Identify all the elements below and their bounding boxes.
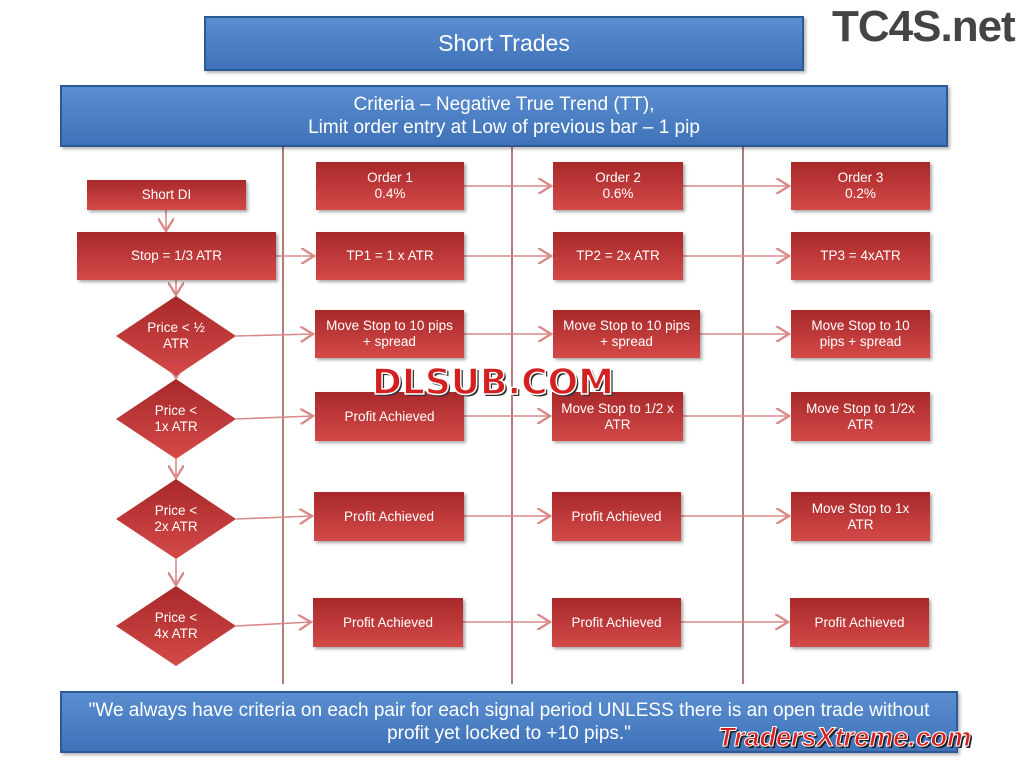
diamond-shape: [116, 586, 236, 666]
diamond-shape: [116, 379, 236, 459]
page-title: Short Trades: [204, 16, 804, 71]
diamond-label: Price < 2x ATR: [154, 503, 198, 534]
arrows: [166, 186, 789, 626]
criteria-line-2: Limit order entry at Low of previous bar…: [308, 117, 700, 138]
criteria-banner: Criteria – Negative True Trend (TT), Lim…: [60, 85, 948, 147]
order-3-step: Move Stop to 1/2x ATR: [791, 392, 930, 441]
short-di-box: Short DI: [87, 180, 246, 210]
order-1-step: Move Stop to 10 pips + spread: [315, 310, 464, 358]
diamond-shape: [116, 479, 236, 559]
watermark-dlsub: DLSUB.COM: [371, 361, 614, 404]
diamond-shape: [116, 296, 236, 376]
order-1-header: Order 1 0.4%: [316, 162, 464, 210]
order-2-header: Order 2 0.6%: [553, 162, 683, 210]
criteria-line-1: Criteria – Negative True Trend (TT),: [353, 94, 655, 115]
stop-box: Stop = 1/3 ATR: [77, 232, 276, 280]
order-2-step: Move Stop to 1/2 x ATR: [552, 392, 683, 441]
diamond-label: Price < 1x ATR: [154, 403, 198, 434]
order-3-tp: TP3 = 4xATR: [791, 232, 930, 280]
order-3-step: Move Stop to 1x ATR: [791, 492, 930, 541]
logo: TC4S.net: [832, 2, 1016, 51]
diamond-label: Price < 4x ATR: [154, 610, 198, 641]
order-1-step: Profit Achieved: [314, 492, 464, 541]
order-3-step: Profit Achieved: [790, 598, 929, 647]
order-3-header: Order 3 0.2%: [791, 162, 930, 210]
order-2-tp: TP2 = 2x ATR: [553, 232, 683, 280]
column-dividers: [282, 146, 744, 684]
order-3-step: Move Stop to 10 pips + spread: [791, 310, 930, 358]
footer-quote: "We always have criteria on each pair fo…: [60, 691, 958, 753]
order-2-step: Profit Achieved: [552, 492, 681, 541]
order-1-step: Profit Achieved: [313, 598, 463, 647]
order-2-step: Profit Achieved: [552, 598, 681, 647]
order-2-step: Move Stop to 10 pips + spread: [553, 310, 700, 358]
order-1-step: Profit Achieved: [315, 392, 464, 441]
watermark-tradersxtreme: TradersXtreme.com: [717, 722, 972, 753]
decision-diamonds: [116, 296, 236, 666]
diamond-label: Price < ½ ATR: [147, 320, 205, 351]
order-1-tp: TP1 = 1 x ATR: [316, 232, 464, 280]
